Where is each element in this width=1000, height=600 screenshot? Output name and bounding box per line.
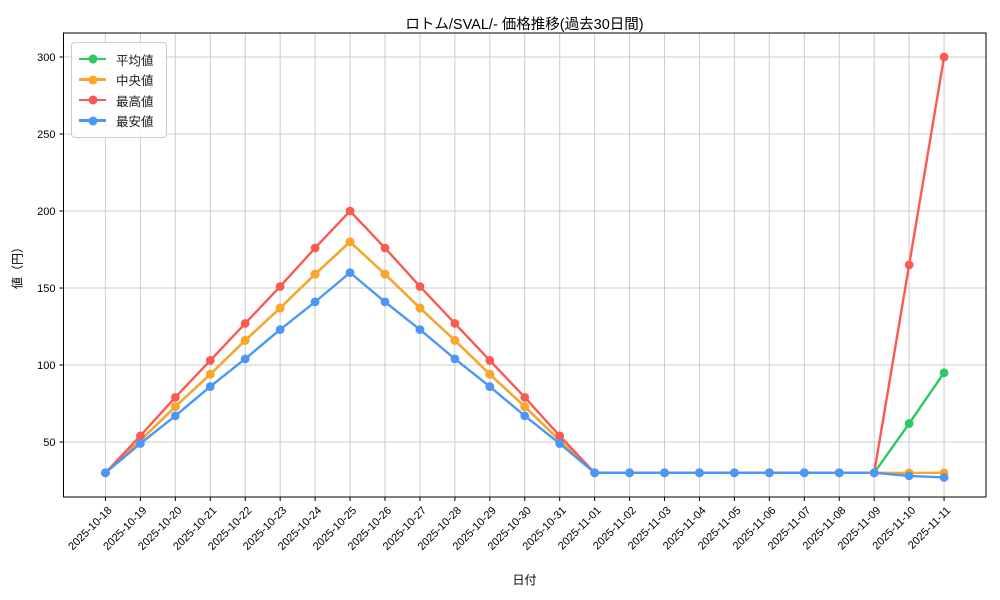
marker-min	[939, 473, 949, 482]
average-line-marker-icon	[79, 54, 106, 64]
marker-min	[240, 354, 250, 364]
marker-min	[450, 354, 460, 364]
grid-lines	[63, 33, 986, 497]
marker-min	[520, 411, 530, 421]
marker-min	[205, 382, 215, 391]
marker-max	[135, 431, 145, 441]
y-tick-labels: 50 100 150 200 250 300	[37, 52, 55, 449]
legend-label-median: 中央値	[116, 74, 154, 88]
y-axis-label: 値（円）	[10, 240, 25, 290]
marker-average	[904, 419, 914, 428]
marker-max	[415, 282, 425, 291]
svg-text:200: 200	[37, 206, 55, 218]
legend-item-min: 最安値	[79, 112, 154, 130]
marker-min	[170, 411, 180, 421]
marker-min	[275, 325, 285, 335]
marker-median	[275, 303, 285, 313]
marker-min	[660, 468, 669, 478]
marker-min	[415, 325, 425, 335]
marker-max	[205, 356, 215, 365]
marker-median	[380, 269, 390, 279]
marker-max	[904, 260, 914, 270]
marker-median	[415, 303, 425, 313]
legend-item-median: 中央値	[79, 71, 154, 89]
svg-text:150: 150	[37, 283, 55, 295]
marker-min	[310, 297, 320, 307]
marker-min	[834, 468, 844, 478]
svg-text:100: 100	[37, 360, 55, 372]
legend-item-average: 平均値	[79, 50, 154, 68]
marker-max	[240, 319, 250, 328]
marker-min	[904, 471, 914, 481]
marker-average	[939, 368, 949, 378]
legend-label-average: 平均値	[116, 53, 154, 68]
marker-max	[555, 431, 565, 441]
marker-max	[450, 319, 460, 328]
marker-min	[730, 468, 739, 478]
marker-median	[520, 402, 530, 412]
marker-median	[450, 335, 460, 345]
marker-min	[869, 468, 879, 478]
marker-min	[799, 468, 809, 478]
x-tick-labels: 2025-10-182025-10-192025-10-202025-10-21…	[66, 505, 953, 553]
legend: 平均値 中央値 最高値 最安値	[71, 42, 167, 138]
marker-min	[625, 468, 634, 478]
legend-item-max: 最高値	[79, 91, 154, 109]
marker-max	[485, 356, 495, 365]
legend-label-min: 最安値	[116, 115, 154, 129]
min-line-marker-icon	[79, 116, 106, 126]
marker-median	[170, 402, 180, 412]
x-axis-label: 日付	[512, 573, 537, 587]
marker-min	[695, 468, 704, 478]
marker-min	[345, 268, 355, 278]
legend-label-max: 最高値	[116, 94, 154, 109]
marker-median	[240, 335, 250, 345]
marker-min	[380, 297, 390, 307]
svg-text:250: 250	[37, 129, 55, 141]
marker-min	[555, 439, 565, 448]
series-min	[101, 268, 949, 482]
marker-max	[275, 282, 285, 291]
marker-max	[520, 392, 530, 402]
marker-median	[205, 369, 215, 379]
chart-title: ロトム/SVAL/- 価格推移(過去30日間)	[405, 17, 644, 33]
max-line-marker-icon	[79, 95, 106, 105]
marker-min	[764, 468, 774, 478]
marker-max	[380, 243, 390, 253]
marker-max	[345, 206, 355, 216]
marker-median	[345, 237, 355, 247]
marker-min	[101, 468, 110, 478]
marker-median	[485, 369, 495, 379]
marker-max	[170, 392, 180, 402]
marker-max	[310, 243, 320, 253]
axis-ticks	[59, 56, 945, 501]
marker-min	[485, 382, 495, 391]
marker-median	[310, 269, 320, 279]
marker-min	[135, 439, 145, 448]
marker-max	[939, 52, 949, 62]
svg-text:50: 50	[43, 437, 55, 449]
marker-min	[590, 468, 600, 478]
median-line-marker-icon	[79, 75, 106, 85]
svg-text:300: 300	[37, 52, 55, 64]
